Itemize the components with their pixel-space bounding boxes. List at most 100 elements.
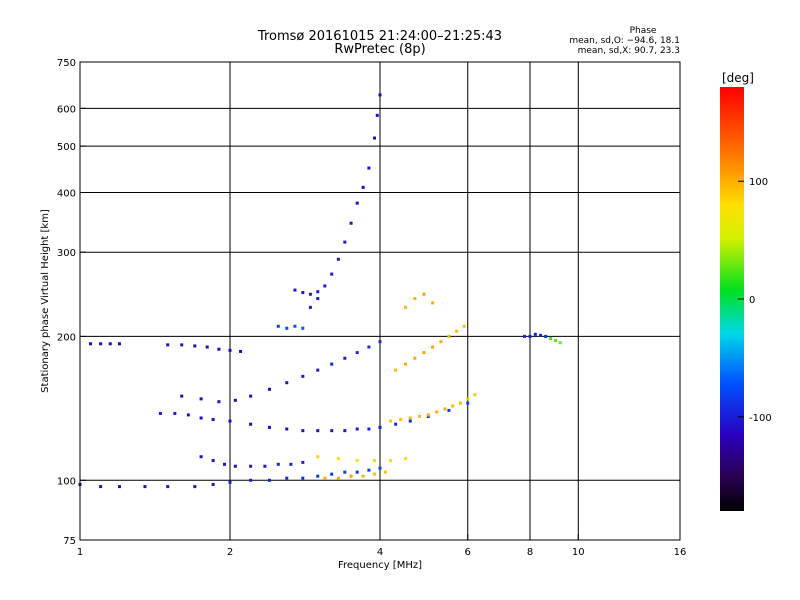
data-point: [544, 334, 548, 338]
data-point: [355, 427, 359, 431]
y-tick-label: 400: [57, 188, 76, 199]
data-point: [431, 345, 435, 349]
data-point: [143, 485, 147, 489]
grid-lines: [80, 62, 680, 540]
data-point: [394, 368, 398, 372]
data-point: [389, 419, 393, 423]
data-point: [267, 387, 271, 391]
data-point: [403, 457, 407, 461]
x-tick-label: 1: [77, 547, 83, 558]
data-point: [223, 462, 227, 466]
data-point: [533, 332, 537, 336]
data-point: [239, 349, 243, 353]
data-point: [553, 339, 557, 343]
data-point: [417, 414, 421, 418]
data-point: [211, 458, 215, 462]
data-point: [455, 329, 459, 333]
data-point: [462, 324, 466, 328]
data-point: [375, 113, 379, 117]
data-point: [367, 166, 371, 170]
data-point: [355, 470, 359, 474]
data-point: [523, 334, 527, 338]
data-point: [403, 305, 407, 309]
data-point: [211, 482, 215, 486]
data-points: [78, 93, 562, 489]
data-point: [422, 351, 426, 355]
data-point: [439, 340, 443, 344]
data-point: [399, 418, 403, 422]
colorbar-tick-label: 100: [749, 177, 768, 188]
data-point: [349, 474, 353, 478]
data-point: [549, 336, 553, 340]
data-point: [378, 425, 382, 429]
data-point: [228, 419, 232, 423]
data-point: [343, 470, 347, 474]
data-point: [426, 414, 430, 418]
data-point: [343, 240, 347, 244]
data-point: [199, 455, 203, 459]
data-point: [447, 334, 451, 338]
data-point: [373, 136, 377, 140]
data-point: [173, 411, 177, 415]
data-point: [166, 485, 170, 489]
data-point: [267, 425, 271, 429]
data-point: [233, 464, 237, 468]
data-point: [394, 422, 398, 426]
data-point: [276, 462, 280, 466]
data-point: [289, 462, 293, 466]
data-point: [89, 342, 93, 346]
data-point: [361, 185, 365, 189]
y-tick-label: 200: [57, 332, 76, 343]
data-point: [361, 474, 365, 478]
x-tick-label: 10: [572, 547, 585, 558]
data-point: [330, 362, 334, 366]
y-tick-label: 100: [57, 476, 76, 487]
phase-info-o-line: mean, sd,O: −94.6, 18.1: [569, 36, 680, 46]
data-point: [349, 221, 353, 225]
data-point: [301, 429, 305, 433]
data-point: [408, 419, 412, 423]
data-point: [228, 480, 232, 484]
y-tick-label: 600: [57, 104, 76, 115]
chart-subtitle: RwPretec (8p): [334, 42, 425, 57]
x-tick-label: 4: [377, 547, 383, 558]
data-point: [285, 381, 289, 385]
data-point: [378, 466, 382, 470]
data-point: [473, 393, 477, 397]
data-point: [249, 422, 253, 426]
data-point: [217, 347, 221, 351]
data-point: [528, 334, 532, 338]
data-point: [355, 351, 359, 355]
x-tick-label: 16: [674, 547, 687, 558]
y-tick-label: 500: [57, 142, 76, 153]
data-point: [180, 343, 184, 347]
data-point: [205, 345, 209, 349]
data-point: [249, 464, 253, 468]
plot-frame: [79, 61, 681, 541]
data-point: [323, 476, 327, 480]
colorbar-label: [deg]: [722, 71, 754, 85]
phase-info-x-line: mean, sd,X: 90.7, 23.3: [578, 46, 680, 56]
x-axis-label: Frequency [MHz]: [338, 560, 422, 571]
data-point: [117, 342, 121, 346]
colorbar-tick-label: -100: [749, 413, 772, 424]
data-point: [426, 413, 430, 417]
data-point: [373, 472, 377, 476]
data-point: [186, 413, 190, 417]
data-point: [558, 341, 562, 345]
data-point: [117, 485, 121, 489]
data-point: [447, 408, 451, 412]
data-point: [249, 478, 253, 482]
data-point: [373, 458, 377, 462]
data-point: [285, 326, 289, 330]
x-tick-label: 8: [527, 547, 533, 558]
data-point: [99, 485, 103, 489]
data-point: [458, 401, 462, 405]
x-tick-label: 6: [465, 547, 471, 558]
data-point: [199, 397, 203, 401]
data-point: [217, 400, 221, 404]
phase-info-label: Phase: [630, 26, 657, 36]
data-point: [466, 401, 470, 405]
data-point: [330, 429, 334, 433]
